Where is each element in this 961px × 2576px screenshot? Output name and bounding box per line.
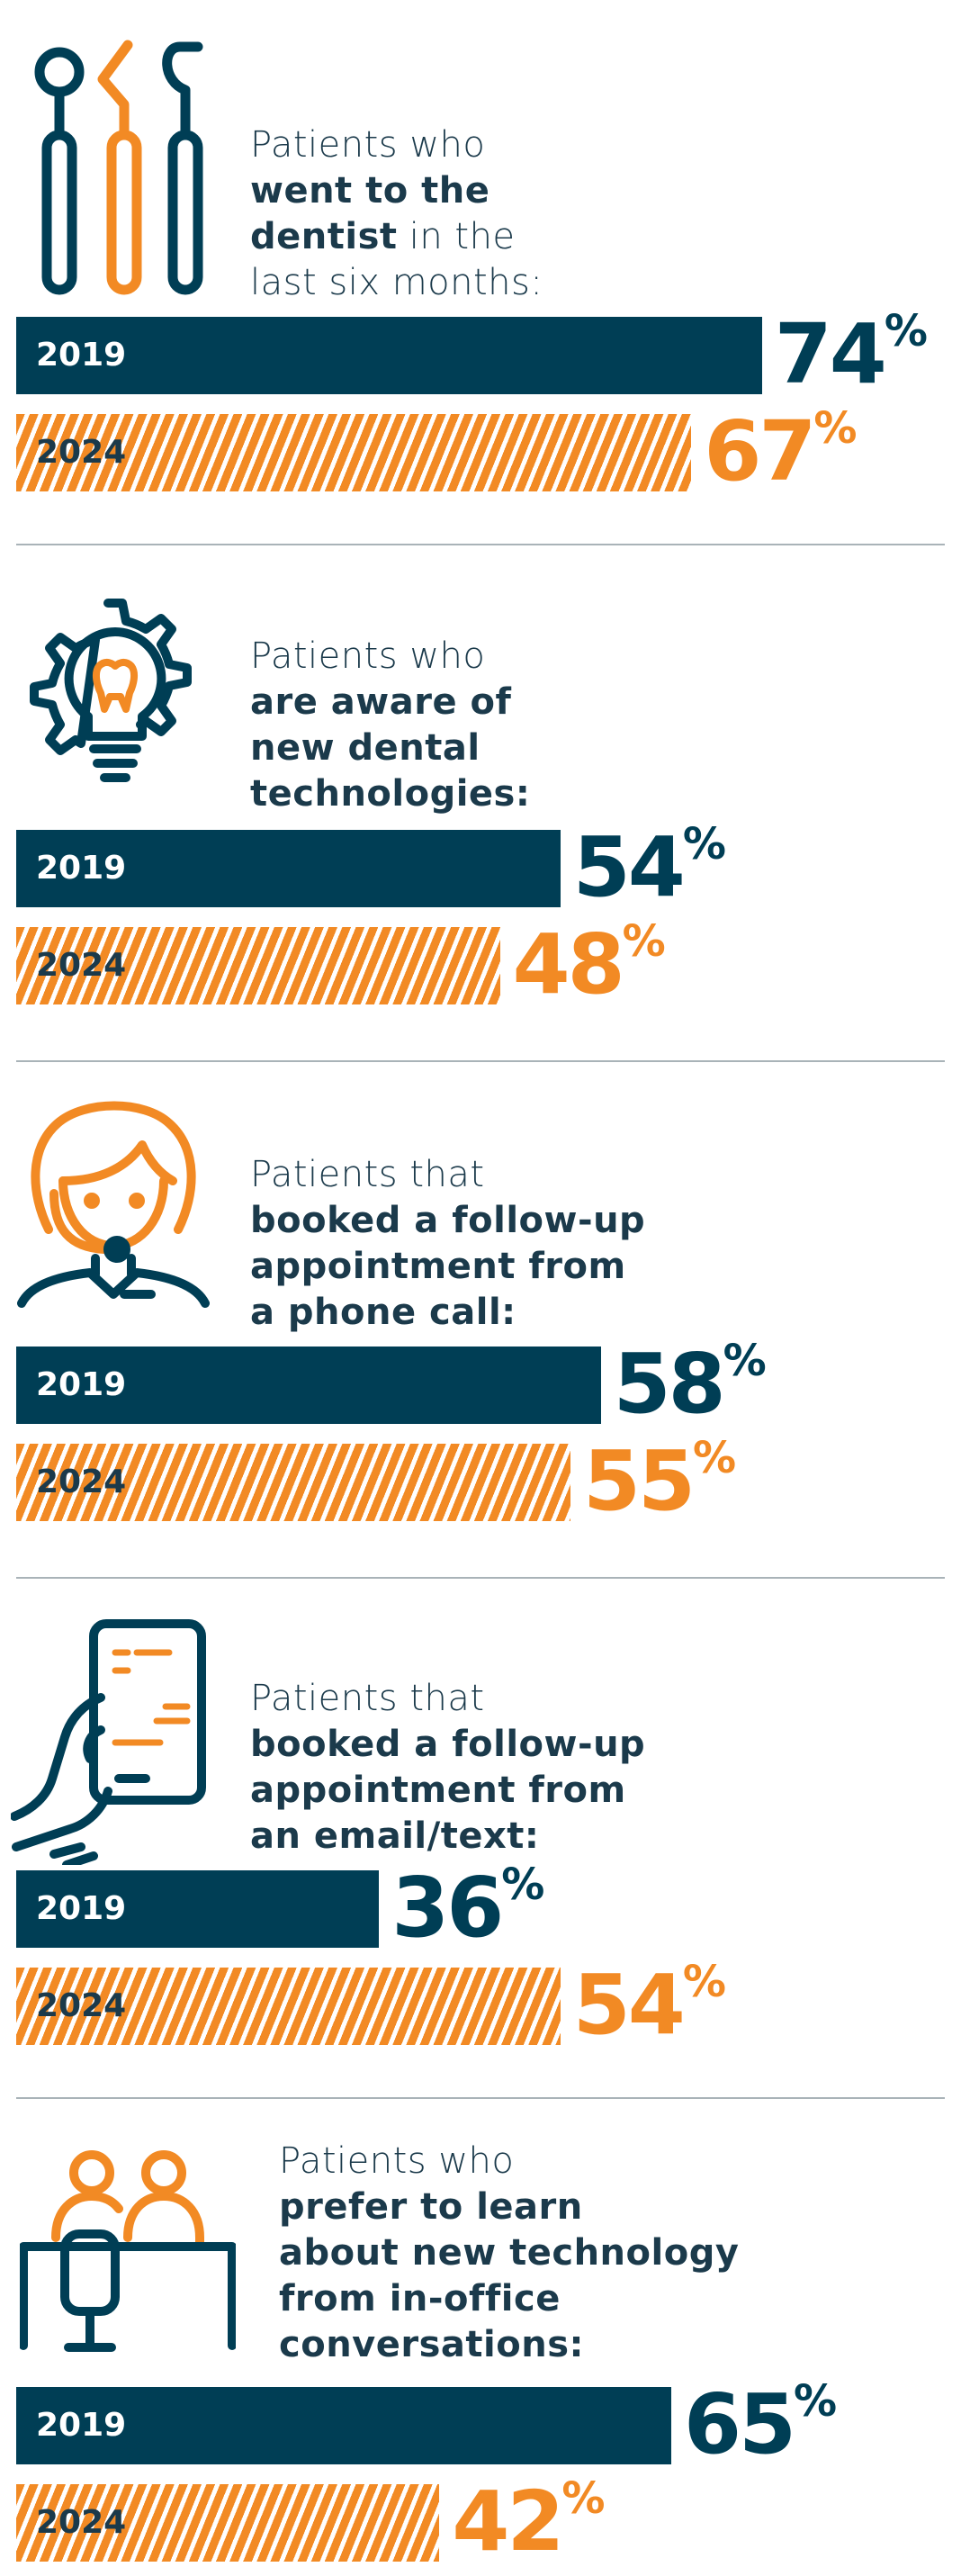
- caption-line-4: a phone call:: [250, 1292, 516, 1333]
- caption-line-3: appointment from: [250, 1770, 626, 1811]
- bar-label-2024: 2024: [36, 947, 127, 984]
- bar-label-2024: 2024: [36, 1987, 127, 2024]
- value-label-2019: 65%: [684, 2380, 837, 2466]
- bar-label-2019: 2019: [36, 1366, 127, 1403]
- value-number: 54: [572, 819, 686, 915]
- value-unit: %: [723, 1336, 767, 1386]
- caption-line-2: prefer to learn: [279, 2186, 583, 2228]
- divider: [16, 1577, 945, 1579]
- bar-2019: 2019: [16, 317, 762, 394]
- caption-line-3a: dentist: [250, 216, 398, 257]
- section-email-text-booking: Patients that booked a follow-up appoint…: [11, 1619, 726, 2047]
- caption: Patients that booked a follow-up appoint…: [250, 1152, 645, 1336]
- value-number: 54: [572, 1957, 686, 2053]
- caption-line-3b: in the: [409, 216, 516, 257]
- caption-line-2: booked a follow-up: [250, 1200, 646, 1241]
- value-label-2024: 54%: [573, 1960, 726, 2047]
- value-unit: %: [794, 2376, 838, 2427]
- caption: Patients who prefer to learn about new t…: [279, 2139, 739, 2368]
- dental-tools-icon: [34, 40, 203, 295]
- bar-2024: 2024: [16, 1444, 570, 1521]
- bar-2024: 2024: [16, 2484, 440, 2562]
- caption-line-2: booked a follow-up: [250, 1724, 646, 1765]
- caption-line-4: last six months:: [250, 262, 543, 303]
- caption-line-1: Patients who: [279, 2140, 515, 2182]
- value-unit: %: [682, 819, 726, 869]
- value-label-2019: 54%: [573, 823, 726, 909]
- caption: Patients who are aware of new dental tec…: [250, 634, 530, 817]
- bar-2024: 2024: [16, 414, 692, 491]
- caption-line-4: technologies:: [250, 773, 531, 815]
- value-number: 58: [613, 1336, 726, 1432]
- caption: Patients who went to the dentist in the …: [250, 122, 543, 306]
- value-label-2024: 67%: [704, 407, 857, 493]
- bar-2019: 2019: [16, 830, 561, 907]
- value-label-2019: 74%: [775, 310, 928, 396]
- value-number: 67: [704, 403, 816, 500]
- receptionist-headset-icon: [17, 1101, 210, 1308]
- section-technology-awareness: Patients who are aware of new dental tec…: [0, 0, 961, 1062]
- value-label-2024: 42%: [452, 2477, 605, 2563]
- value-number: 48: [512, 916, 625, 1013]
- value-number: 74: [774, 306, 887, 402]
- bar-label-2019: 2019: [36, 850, 127, 887]
- bar-label-2019: 2019: [36, 1890, 127, 1927]
- value-unit: %: [501, 1860, 545, 1910]
- value-number: 65: [684, 2376, 796, 2472]
- divider: [16, 544, 945, 545]
- divider: [16, 2097, 945, 2099]
- bar-label-2024: 2024: [36, 434, 127, 471]
- caption-line-1: Patients who: [250, 124, 486, 166]
- bar-label-2024: 2024: [36, 1464, 127, 1500]
- value-unit: %: [622, 916, 666, 967]
- bar-label-2024: 2024: [36, 2504, 127, 2541]
- value-number: 42: [452, 2473, 564, 2570]
- caption-line-3: about new technology: [279, 2232, 740, 2274]
- value-unit: %: [813, 403, 858, 454]
- caption-line-2: went to the: [250, 170, 490, 212]
- value-unit: %: [693, 1433, 737, 1483]
- bar-label-2019: 2019: [36, 337, 127, 374]
- bar-2019: 2019: [16, 1347, 601, 1424]
- office-conversation-icon: [20, 2150, 236, 2352]
- caption-line-1: Patients that: [250, 1678, 485, 1719]
- caption-line-1: Patients that: [250, 1154, 485, 1195]
- caption-line-4: from in-office: [279, 2278, 561, 2319]
- caption-line-2: are aware of: [250, 681, 512, 723]
- hand-phone-icon: [11, 1619, 206, 1865]
- caption: Patients that booked a follow-up appoint…: [250, 1676, 645, 1860]
- caption-line-5: conversations:: [279, 2324, 584, 2365]
- caption-line-3: new dental: [250, 727, 480, 769]
- value-unit: %: [682, 1957, 726, 2007]
- value-number: 55: [583, 1433, 696, 1529]
- lightbulb-tooth-gear-icon: [30, 599, 192, 782]
- value-label-2024: 48%: [513, 920, 666, 1006]
- value-unit: %: [561, 2473, 606, 2524]
- section-phone-booking: Patients that booked a follow-up appoint…: [16, 1101, 767, 1523]
- section-dentist-visits: Patients who went to the dentist in the …: [0, 0, 961, 540]
- value-label-2019: 36%: [391, 1863, 544, 1950]
- value-label-2024: 55%: [583, 1437, 736, 1523]
- divider: [16, 1060, 945, 1062]
- bar-2024: 2024: [16, 927, 500, 1004]
- caption-line-3: appointment from: [250, 1246, 626, 1287]
- caption-line-4: an email/text:: [250, 1815, 540, 1857]
- bar-2019: 2019: [16, 1870, 380, 1948]
- bar-2019: 2019: [16, 2387, 671, 2464]
- value-label-2019: 58%: [614, 1339, 767, 1426]
- value-number: 36: [391, 1860, 504, 1956]
- caption-line-1: Patients who: [250, 635, 486, 677]
- bar-2024: 2024: [16, 1968, 561, 2045]
- value-unit: %: [884, 306, 928, 356]
- bar-label-2019: 2019: [36, 2407, 127, 2444]
